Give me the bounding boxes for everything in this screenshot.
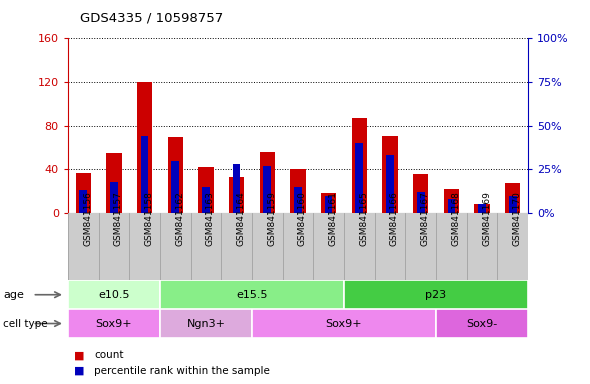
Bar	[106, 153, 122, 213]
Text: percentile rank within the sample: percentile rank within the sample	[94, 366, 270, 376]
Bar	[382, 136, 398, 213]
Text: GSM841161: GSM841161	[329, 191, 337, 246]
Text: p23: p23	[425, 290, 447, 300]
Text: e15.5: e15.5	[236, 290, 268, 300]
Text: cell type: cell type	[3, 318, 48, 329]
Text: ■: ■	[74, 350, 84, 360]
Bar	[252, 309, 436, 338]
Bar	[324, 196, 332, 213]
Text: Sox9-: Sox9-	[467, 318, 497, 329]
Text: GSM841165: GSM841165	[359, 191, 368, 246]
Bar	[444, 189, 459, 213]
Text: Sox9+: Sox9+	[96, 318, 132, 329]
Bar	[137, 82, 152, 213]
Text: e10.5: e10.5	[98, 290, 130, 300]
Text: GSM841169: GSM841169	[482, 191, 491, 246]
Text: ■: ■	[74, 366, 84, 376]
Bar	[202, 187, 209, 213]
Bar	[386, 156, 394, 213]
Bar	[68, 309, 160, 338]
Text: age: age	[3, 290, 24, 300]
Bar	[260, 152, 275, 213]
Bar	[355, 143, 363, 213]
Bar	[171, 161, 179, 213]
Bar	[80, 190, 87, 213]
Bar	[140, 136, 149, 213]
Bar	[417, 192, 424, 213]
Text: GSM841163: GSM841163	[206, 191, 215, 246]
Bar	[160, 309, 252, 338]
Bar	[68, 280, 160, 309]
Text: count: count	[94, 350, 124, 360]
Bar	[263, 166, 271, 213]
Text: GSM841156: GSM841156	[83, 191, 92, 246]
Text: GSM841160: GSM841160	[298, 191, 307, 246]
Bar	[232, 164, 241, 213]
Bar	[321, 194, 336, 213]
Bar	[290, 169, 306, 213]
Bar	[160, 280, 344, 309]
Text: GSM841159: GSM841159	[267, 191, 276, 246]
Bar	[436, 309, 528, 338]
Text: GSM841162: GSM841162	[175, 191, 184, 246]
Bar	[413, 174, 428, 213]
Bar	[474, 204, 490, 213]
Text: GSM841167: GSM841167	[421, 191, 430, 246]
Text: Ngn3+: Ngn3+	[186, 318, 225, 329]
Text: GSM841170: GSM841170	[513, 191, 522, 246]
Text: GSM841166: GSM841166	[390, 191, 399, 246]
Bar	[110, 182, 118, 213]
Bar	[294, 187, 302, 213]
Bar	[478, 204, 486, 213]
Bar	[447, 199, 455, 213]
Bar	[229, 177, 244, 213]
Text: GSM841158: GSM841158	[145, 191, 153, 246]
Bar	[509, 196, 517, 213]
Text: GDS4335 / 10598757: GDS4335 / 10598757	[80, 12, 223, 25]
Text: Sox9+: Sox9+	[326, 318, 362, 329]
Bar	[168, 137, 183, 213]
Text: GSM841164: GSM841164	[237, 191, 245, 246]
Bar	[344, 280, 528, 309]
Text: GSM841157: GSM841157	[114, 191, 123, 246]
Bar	[352, 118, 367, 213]
Text: GSM841168: GSM841168	[451, 191, 460, 246]
Bar	[505, 182, 520, 213]
Bar	[76, 173, 91, 213]
Bar	[198, 167, 214, 213]
